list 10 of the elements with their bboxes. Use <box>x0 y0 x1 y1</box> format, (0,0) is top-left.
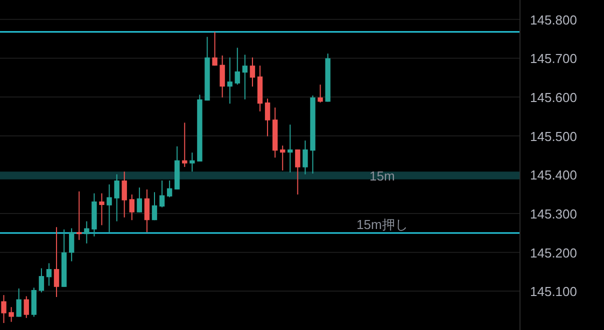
y-tick-label: 145.100 <box>530 284 577 300</box>
y-tick-label: 145.400 <box>530 168 577 183</box>
y-tick-label: 145.300 <box>530 206 577 222</box>
y-tick-label: 145.200 <box>530 245 577 260</box>
ref-line-label: 15m押し <box>356 216 408 232</box>
band-label: 15m <box>370 168 395 184</box>
y-tick-label: 145.500 <box>530 128 577 144</box>
y-tick-label: 145.800 <box>530 12 577 28</box>
y-tick-label: 145.600 <box>530 90 577 106</box>
y-tick-label: 145.700 <box>530 51 577 66</box>
